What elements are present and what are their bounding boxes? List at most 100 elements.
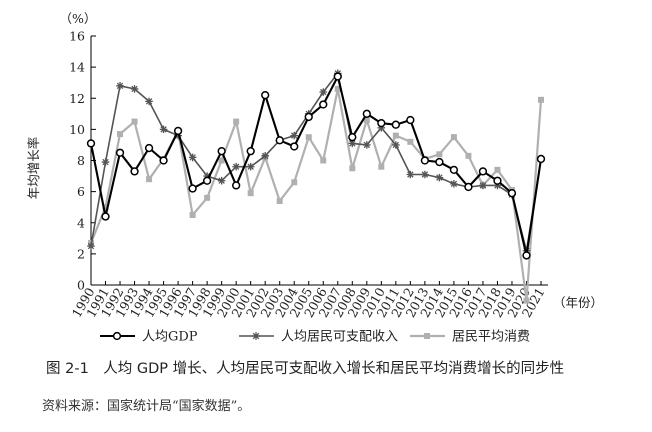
data-point <box>407 138 414 145</box>
data-point <box>217 147 226 156</box>
series-2 <box>87 69 545 255</box>
data-point <box>101 212 110 221</box>
data-point <box>363 141 371 149</box>
source-note: 资料来源：国家统计局“国家数据”。 <box>42 399 251 414</box>
legend-marker <box>424 333 430 339</box>
data-point <box>493 181 502 190</box>
series-3 <box>88 85 544 304</box>
figure-caption: 图 2-1 人均 GDP 增长、人均居民可支配收入增长和居民平均消费增长的同步性 <box>46 361 565 377</box>
data-point <box>232 181 241 190</box>
data-point <box>449 165 459 174</box>
data-point <box>159 125 168 134</box>
data-point <box>333 72 342 81</box>
data-point <box>291 179 298 186</box>
data-point <box>117 131 124 138</box>
data-point <box>189 211 196 218</box>
data-point <box>173 126 183 136</box>
data-point <box>420 156 430 165</box>
data-point <box>377 119 386 128</box>
data-point <box>116 82 124 90</box>
data-point <box>159 156 168 165</box>
data-point <box>115 148 125 157</box>
data-point <box>392 132 399 139</box>
data-point <box>247 190 254 197</box>
y-tick-label: 16 <box>69 29 85 44</box>
y-tick-label: 8 <box>77 153 85 168</box>
data-point <box>188 184 197 193</box>
y-tick-label: 4 <box>77 215 85 230</box>
data-point <box>479 181 487 190</box>
y-tick-label: 14 <box>69 60 85 75</box>
legend-label: 居民平均消费 <box>452 330 530 345</box>
data-point <box>246 162 255 171</box>
data-point <box>203 172 211 180</box>
data-point <box>275 136 284 145</box>
data-point <box>478 167 488 176</box>
data-point <box>334 85 341 92</box>
data-point <box>450 180 458 188</box>
data-point <box>348 133 357 142</box>
legend-label: 人均GDP <box>142 330 198 345</box>
data-point <box>507 189 517 198</box>
data-point <box>86 139 96 148</box>
data-point <box>232 162 240 171</box>
data-point <box>233 118 240 125</box>
data-point <box>217 176 226 185</box>
legend-item: 人均居民可支配收入 <box>239 330 398 345</box>
data-point <box>101 158 110 166</box>
data-point <box>363 117 370 124</box>
y-unit-label: （%） <box>60 11 97 26</box>
data-point <box>392 141 400 149</box>
data-point <box>348 139 357 148</box>
data-point <box>320 157 327 164</box>
data-point <box>377 124 386 132</box>
data-point <box>450 134 457 141</box>
data-point <box>522 251 531 260</box>
data-point <box>188 153 197 162</box>
data-point <box>202 176 212 185</box>
data-point <box>421 170 429 179</box>
data-point <box>87 242 95 250</box>
y-tick-label: 0 <box>77 278 85 293</box>
data-point <box>130 167 139 176</box>
y-axis-label: 年均增长率 <box>26 137 41 200</box>
data-point <box>536 154 546 164</box>
data-point <box>464 182 473 192</box>
data-point <box>349 165 356 172</box>
data-point <box>131 118 138 125</box>
y-tick-label: 12 <box>69 91 85 106</box>
y-tick-label: 10 <box>69 122 85 137</box>
data-point <box>218 157 225 164</box>
legend-marker <box>252 332 260 340</box>
legend-marker <box>112 331 122 341</box>
data-point <box>144 143 154 153</box>
data-point <box>391 120 400 129</box>
legend-item: 居民平均消费 <box>410 330 530 345</box>
data-point <box>436 151 443 158</box>
data-point <box>145 97 153 106</box>
data-point <box>146 176 153 183</box>
legend-item: 人均GDP <box>100 330 198 345</box>
series-1 <box>86 72 546 260</box>
data-point <box>362 109 371 118</box>
data-point <box>276 197 283 204</box>
data-point <box>102 204 109 211</box>
data-point <box>246 147 255 156</box>
data-point <box>319 100 328 109</box>
y-tick-label: 6 <box>77 184 85 199</box>
data-point <box>290 131 299 140</box>
y-tick-label: 2 <box>77 246 85 261</box>
data-point <box>523 297 530 304</box>
series-line <box>90 72 542 252</box>
data-point <box>435 173 444 182</box>
data-point <box>465 152 472 159</box>
data-point <box>290 142 299 151</box>
data-point <box>435 157 444 167</box>
data-point <box>406 115 415 125</box>
data-point <box>494 166 501 173</box>
data-point <box>538 96 544 103</box>
data-point <box>378 163 385 170</box>
data-point <box>493 176 502 185</box>
legend-label: 人均居民可支配收入 <box>281 330 398 345</box>
